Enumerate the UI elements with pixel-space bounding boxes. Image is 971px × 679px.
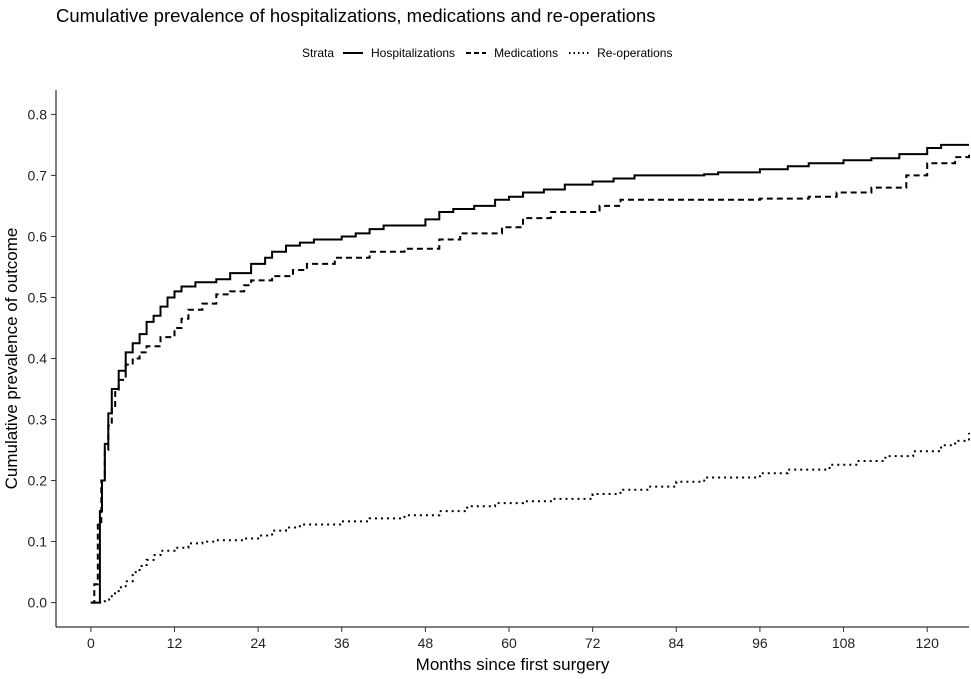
x-tick-label: 96 [752,635,768,651]
y-tick-label: 0.8 [28,106,48,122]
y-tick-label: 0.2 [28,473,48,489]
legend-label-medications: Medications [494,46,559,60]
legend: Strata Hospitalizations Medications Re-o… [302,46,682,60]
x-tick-label: 48 [418,635,434,651]
series-line-re-operations [99,432,970,604]
x-tick-label: 60 [501,635,517,651]
x-tick-label: 0 [87,635,95,651]
x-tick-label: 108 [832,635,856,651]
series-line-hospitalizations [90,143,969,604]
legend-item-medications: Medications [465,46,558,60]
x-tick-label: 12 [167,635,183,651]
series-layer [90,143,970,604]
legend-item-re-operations: Re-operations [568,46,672,60]
axes: 0 12 24 36 48 60 72 84 96 108 120 0.0 0.1 0.2 0.3 0.4 0.… [28,90,969,651]
y-tick-label: 0.5 [28,289,48,305]
y-tick-label: 0.3 [28,412,48,428]
legend-key-dashed-line [466,52,487,54]
legend-key-solid-line [343,52,364,54]
legend-key-dotted-line [569,52,590,54]
y-tick-label: 0.4 [28,351,48,367]
y-tick-label: 0.6 [28,228,48,244]
legend-label-re-operations: Re-operations [597,46,673,60]
legend-title: Strata [302,46,335,60]
x-axis-title: Months since first surgery [416,655,610,674]
chart-title: Cumulative prevalence of hospitalization… [56,5,656,26]
legend-label-hospitalizations: Hospitalizations [371,46,456,60]
y-axis-title: Cumulative prevalence of outcome [2,228,21,490]
series-line-medications [90,151,970,604]
legend-item-hospitalizations: Hospitalizations [342,46,455,60]
x-tick-label: 36 [334,635,350,651]
x-tick-label: 120 [916,635,940,651]
y-tick-label: 0.0 [28,595,48,611]
x-tick-label: 84 [668,635,684,651]
y-tick-label: 0.7 [28,167,48,183]
x-tick-label: 72 [585,635,601,651]
y-tick-label: 0.1 [28,534,48,550]
x-tick-label: 24 [250,635,266,651]
